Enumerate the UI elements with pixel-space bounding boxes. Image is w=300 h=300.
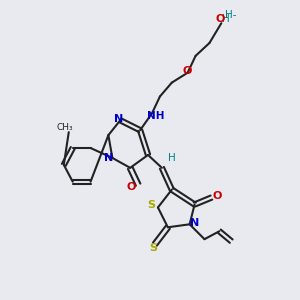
Text: O: O	[216, 14, 225, 24]
Text: H-: H-	[226, 10, 237, 20]
Text: O: O	[183, 66, 192, 76]
Text: N: N	[114, 114, 123, 124]
Text: H: H	[168, 153, 176, 163]
Text: O: O	[213, 190, 222, 201]
Text: S: S	[147, 200, 155, 211]
Text: CH₃: CH₃	[56, 123, 73, 132]
Text: N: N	[190, 218, 199, 228]
Text: H: H	[222, 14, 230, 24]
Text: O: O	[127, 182, 136, 192]
Text: S: S	[149, 243, 157, 253]
Text: N: N	[104, 153, 113, 163]
Text: NH: NH	[147, 111, 165, 121]
